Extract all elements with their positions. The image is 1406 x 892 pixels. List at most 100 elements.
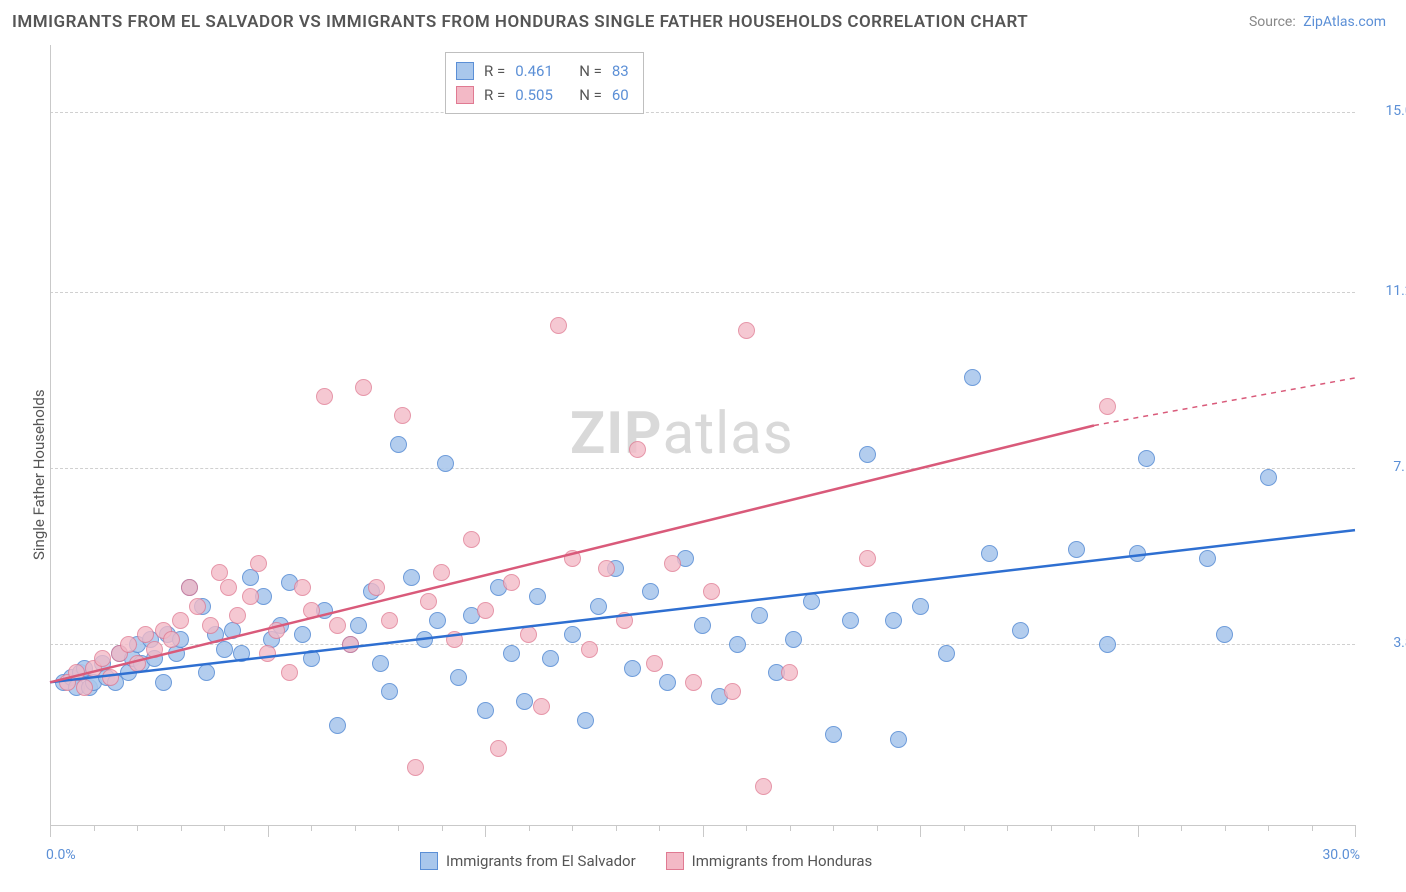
- scatter-point: [355, 379, 372, 396]
- scatter-point: [294, 579, 311, 596]
- scatter-point: [407, 759, 424, 776]
- scatter-point: [1138, 450, 1155, 467]
- scatter-point: [181, 579, 198, 596]
- scatter-point: [629, 441, 646, 458]
- scatter-point: [890, 731, 907, 748]
- scatter-point: [577, 712, 594, 729]
- scatter-point: [350, 617, 367, 634]
- scatter-point: [503, 645, 520, 662]
- scatter-point: [1260, 469, 1277, 486]
- scatter-point: [433, 564, 450, 581]
- scatter-point: [981, 545, 998, 562]
- scatter-point: [303, 602, 320, 619]
- scatter-point: [738, 322, 755, 339]
- scatter-point: [94, 650, 111, 667]
- scatter-point: [533, 698, 550, 715]
- scatter-point: [381, 683, 398, 700]
- scatter-point: [842, 612, 859, 629]
- legend-swatch: [456, 62, 474, 80]
- scatter-point: [520, 626, 537, 643]
- legend-label: Immigrants from Honduras: [692, 852, 873, 870]
- scatter-point: [368, 579, 385, 596]
- x-tick-label: 0.0%: [46, 847, 76, 863]
- scatter-point: [429, 612, 446, 629]
- scatter-point: [885, 612, 902, 629]
- scatter-point: [477, 602, 494, 619]
- scatter-point: [446, 631, 463, 648]
- scatter-point: [216, 641, 233, 658]
- watermark-rest: atlas: [663, 400, 794, 468]
- scatter-point: [703, 583, 720, 600]
- scatter-point: [250, 555, 267, 572]
- scatter-point: [281, 664, 298, 681]
- scatter-point: [859, 446, 876, 463]
- y-axis-label: Single Father Households: [30, 389, 48, 560]
- y-tick-label: 15.0%: [1363, 103, 1406, 119]
- scatter-point: [329, 717, 346, 734]
- scatter-point: [590, 598, 607, 615]
- scatter-point: [785, 631, 802, 648]
- scatter-point: [598, 560, 615, 577]
- source-link[interactable]: ZipAtlas.com: [1303, 14, 1386, 30]
- scatter-point: [642, 583, 659, 600]
- scatter-point: [420, 593, 437, 610]
- chart-title: IMMIGRANTS FROM EL SALVADOR VS IMMIGRANT…: [12, 12, 1028, 32]
- scatter-point: [372, 655, 389, 672]
- scatter-point: [120, 636, 137, 653]
- scatter-point: [529, 588, 546, 605]
- scatter-point: [664, 555, 681, 572]
- scatter-point: [755, 778, 772, 795]
- scatter-point: [146, 641, 163, 658]
- scatter-point: [825, 726, 842, 743]
- scatter-point: [564, 626, 581, 643]
- scatter-point: [233, 645, 250, 662]
- scatter-point: [564, 550, 581, 567]
- scatter-point: [416, 631, 433, 648]
- scatter-point: [938, 645, 955, 662]
- scatter-point: [516, 693, 533, 710]
- scatter-point: [403, 569, 420, 586]
- scatter-point: [803, 593, 820, 610]
- scatter-point: [694, 617, 711, 634]
- scatter-point: [189, 598, 206, 615]
- scatter-point: [329, 617, 346, 634]
- scatter-point: [259, 645, 276, 662]
- scatter-point: [542, 650, 559, 667]
- x-tick-label: 30.0%: [1300, 847, 1360, 863]
- scatter-point: [503, 574, 520, 591]
- scatter-point: [294, 626, 311, 643]
- scatter-point: [316, 388, 333, 405]
- source-label: Source:: [1249, 14, 1296, 30]
- scatter-point: [1099, 398, 1116, 415]
- legend-swatch: [420, 852, 438, 870]
- scatter-point: [646, 655, 663, 672]
- watermark-zip: ZIP: [570, 400, 663, 468]
- y-tick-label: 3.8%: [1363, 635, 1406, 651]
- scatter-point: [624, 660, 641, 677]
- chart-container: { "title": "IMMIGRANTS FROM EL SALVADOR …: [0, 0, 1406, 892]
- scatter-point: [912, 598, 929, 615]
- legend-swatch: [666, 852, 684, 870]
- scatter-point: [1068, 541, 1085, 558]
- scatter-point: [463, 531, 480, 548]
- scatter-point: [76, 679, 93, 696]
- scatter-point: [550, 317, 567, 334]
- scatter-point: [394, 407, 411, 424]
- scatter-point: [381, 612, 398, 629]
- scatter-point: [1199, 550, 1216, 567]
- scatter-point: [342, 636, 359, 653]
- scatter-point: [581, 641, 598, 658]
- scatter-point: [659, 674, 676, 691]
- scatter-point: [220, 579, 237, 596]
- scatter-point: [229, 607, 246, 624]
- scatter-point: [224, 622, 241, 639]
- scatter-point: [303, 650, 320, 667]
- scatter-point: [490, 740, 507, 757]
- scatter-point: [859, 550, 876, 567]
- scatter-point: [129, 655, 146, 672]
- scatter-point: [242, 588, 259, 605]
- scatter-point: [155, 674, 172, 691]
- scatter-point: [477, 702, 494, 719]
- scatter-point: [1012, 622, 1029, 639]
- scatter-point: [437, 455, 454, 472]
